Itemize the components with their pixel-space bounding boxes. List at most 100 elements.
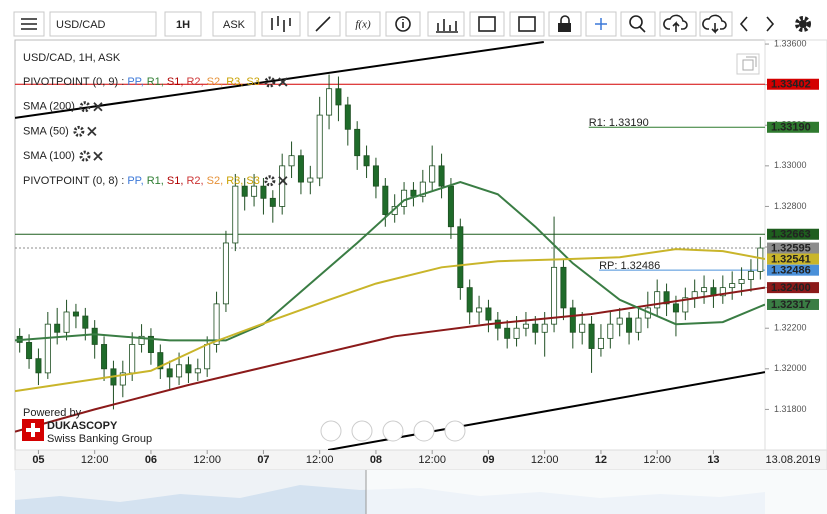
calendar-icon [478,16,496,32]
legend-gear [79,150,91,162]
sma-line [15,286,765,433]
powered-by: Powered by [23,407,82,419]
price-label: 1.32400 [771,282,811,294]
candle-body [288,155,295,167]
prev-button[interactable] [739,16,748,32]
legend-pivot-part: S2, [204,175,224,187]
settings-button[interactable] [795,16,811,32]
legend-pivot-part: R3, [223,76,243,88]
y-tick-label: 1.33600 [774,38,807,48]
scroll-left[interactable] [320,420,342,442]
y-tick-label: 1.32800 [774,201,807,211]
candle-body [560,266,567,309]
chart-type-icon [271,16,291,32]
candle-body [297,155,304,183]
y-tick-label: 1.31800 [774,404,807,414]
candle-body [363,155,370,167]
candle-body [522,323,529,329]
candle-body [35,358,42,374]
candle-body [747,270,754,280]
x-tick-label: 08 [370,454,382,466]
candle-body [176,364,183,378]
period-button[interactable] [164,11,202,37]
x-tick-label: 05 [32,454,44,466]
lock-icon [558,23,571,32]
legend-remove [87,126,97,137]
legend-pivot-part: S3 [243,175,260,187]
upload-icon [663,14,688,32]
side-button[interactable] [212,11,256,37]
crosshair-icon [595,18,607,30]
y-tick-label: 1.33000 [774,160,807,170]
candle-body [166,368,173,378]
symbol-field[interactable] [49,11,157,37]
legend-gear [264,76,276,88]
x-tick-label: 12:00 [643,454,671,466]
price-label-box [767,242,819,254]
settings-icon [799,20,807,28]
zoom-in[interactable] [413,420,435,442]
candle-body [157,352,164,370]
date-label: 13.08.2019 [765,454,820,466]
price-label: 1.32541 [771,253,811,265]
candle-body [372,165,379,187]
navigator-window[interactable] [366,470,827,514]
legend-pivot-part: PP, [127,76,143,88]
candle-body [466,287,473,313]
indicators-button[interactable] [345,11,381,37]
pencil-icon [315,16,331,32]
save-button[interactable] [509,11,545,37]
legend-gear [79,101,91,113]
candle-body [419,181,426,197]
zoom-icon [629,15,643,29]
legend-pivot-part: S3 [243,76,260,88]
candle-body [185,364,192,374]
x-tick-label: 12:00 [81,454,109,466]
candle-body [129,344,136,374]
candle-body [354,128,361,157]
zoom-out[interactable] [351,420,373,442]
legend-pivot-part: : [118,76,127,88]
zoom-handle [639,26,646,33]
candle-body [232,185,239,244]
price-label-box [767,228,819,240]
candle-body [719,287,726,297]
price-label-box [767,264,819,276]
candle-body [269,197,276,207]
price-label-box [767,282,819,294]
y-tick-label: 1.32200 [774,323,807,333]
candle-body [241,185,248,197]
legend-pivot-name: PIVOTPOINT (0, 9) [23,76,118,88]
legend-pivot-part: : [118,175,127,187]
x-tick-label: 12:00 [193,454,221,466]
calendar-button[interactable] [469,11,505,37]
candle-body [72,311,79,317]
candle-body [279,165,286,207]
legend-gear [73,125,85,137]
chart-type-button[interactable] [261,11,301,37]
trend-line [15,41,544,119]
legend-pivot-part: R3, [223,175,243,187]
candle-body [344,104,351,130]
candle-body [626,317,633,333]
legend-pivot-part: PP, [127,175,143,187]
sma-line [15,181,765,342]
candle-body [485,307,492,321]
next-button[interactable] [766,16,775,32]
candle-body [213,303,220,345]
legend-pivot: PIVOTPOINT (0, 9) : PP, R1, S1, R2, S2, … [23,76,260,88]
level-note: R1: 1.33190 [589,117,649,129]
scroll-right[interactable] [444,420,466,442]
candle-body [607,323,614,339]
reset[interactable] [382,420,404,442]
legend-gear [264,175,276,187]
bars-icon [436,19,458,33]
candle-body [382,185,389,215]
level-note: RP: 1.32486 [599,260,660,272]
legend-pivot-part: R1, [144,76,164,88]
candle-body [701,287,708,293]
candle-body [654,291,661,309]
candle-body [757,247,764,272]
save-icon [518,16,536,32]
candle-body [101,344,108,370]
